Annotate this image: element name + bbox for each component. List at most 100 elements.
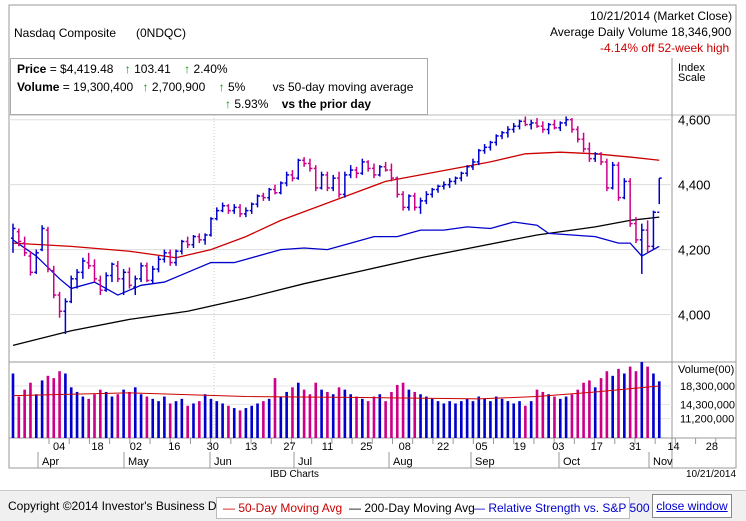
legend-ma200: — 200-Day Moving Avg: [349, 501, 475, 515]
volume-scale-label: Volume(00): [678, 364, 735, 376]
price-pct: 2.40%: [193, 62, 228, 76]
up-arrow-icon: ↑: [142, 80, 149, 94]
month-label: Jul: [298, 456, 312, 468]
ibd-credit: IBD Charts: [270, 469, 319, 480]
volume-bar: [209, 398, 213, 438]
volume-bar: [605, 371, 609, 438]
volume-tick-label: 14,300,000: [680, 399, 735, 411]
volume-bar: [331, 394, 335, 438]
volume-bar: [157, 401, 160, 438]
volume-bar: [599, 378, 603, 438]
price-change: 103.41: [134, 62, 171, 76]
volume-bar: [46, 375, 50, 438]
volume-bar: [390, 391, 393, 438]
up-arrow-icon: ↑: [184, 62, 191, 76]
date-tick-label: 11: [322, 441, 333, 453]
volume-bar: [192, 403, 195, 438]
volume-bar: [262, 401, 265, 438]
volume-bar: [128, 391, 131, 438]
volume-bar: [163, 396, 166, 438]
volume-bar: [343, 389, 347, 438]
volume-bar: [460, 401, 463, 438]
volume-bar: [116, 394, 120, 438]
footer-date: 10/21/2014: [686, 469, 737, 480]
date-status: 10/21/2014 (Market Close): [590, 9, 733, 23]
date-tick-label: 19: [514, 441, 526, 453]
avg-volume: Average Daily Volume 18,346,900: [550, 25, 732, 39]
date-tick-label: 22: [437, 441, 449, 453]
volume-bar: [279, 396, 283, 438]
volume-bar: [535, 389, 539, 438]
volume-bar: [133, 387, 137, 438]
volume-bar: [541, 391, 545, 438]
date-tick-label: 14: [667, 441, 679, 453]
month-label: Oct: [563, 456, 580, 468]
volume-bar: [413, 391, 417, 438]
volume-bar: [640, 362, 644, 438]
volume-bar: [506, 401, 510, 438]
legend-ma50: — 50-Day Moving Avg: [223, 501, 343, 515]
volume-bar: [186, 405, 189, 438]
volume-bar: [407, 389, 411, 438]
up-arrow-icon: ↑: [225, 97, 231, 111]
volume-bar: [227, 405, 230, 438]
volume-bar: [425, 396, 428, 438]
ma200-line: [12, 216, 660, 347]
volume-bar: [430, 398, 434, 438]
off-high: -4.14% off 52-week high: [600, 41, 730, 55]
volume-bar: [378, 394, 382, 438]
volume-bar: [285, 391, 288, 438]
volume-bar: [477, 396, 481, 438]
relative-strength-line: [12, 221, 660, 296]
volume-bar: [174, 401, 178, 438]
scale-label: Scale: [678, 72, 706, 84]
price-value: = $4,419.48: [49, 62, 114, 76]
date-tick-label: 02: [130, 441, 142, 453]
volume-bar: [145, 396, 149, 438]
index-symbol: (0NDQC): [136, 26, 186, 40]
volume-bar: [617, 368, 620, 438]
close-window-button[interactable]: close window: [652, 494, 732, 518]
volume-bar: [320, 389, 323, 438]
price-tick-label: 4,000: [678, 308, 711, 323]
volume-bar: [326, 391, 329, 438]
volume-pct: 5%: [227, 80, 246, 94]
date-tick-label: 28: [706, 441, 718, 453]
volume-bar: [355, 396, 358, 438]
volume-bar: [454, 403, 457, 438]
volume-bar: [518, 401, 521, 438]
volume-bar: [448, 401, 451, 438]
volume-bar: [180, 398, 184, 438]
volume-bar: [483, 398, 486, 438]
prior-pct: 5.93%: [234, 97, 269, 111]
copyright: Copyright ©2014 Investor's Business Dail…: [8, 499, 235, 513]
volume-bar: [198, 401, 201, 438]
volume-bar: [139, 394, 143, 438]
volume-bar: [314, 382, 318, 438]
volume-bar: [58, 371, 61, 438]
volume-bar: [215, 401, 219, 438]
volume-change: 2,700,900: [151, 80, 206, 94]
date-tick-label: 30: [207, 441, 219, 453]
volume-bar: [34, 394, 38, 438]
volume-bar: [384, 401, 387, 438]
volume-bar: [52, 378, 56, 438]
date-tick-label: 03: [552, 441, 564, 453]
volume-bar: [652, 373, 655, 438]
volume-value: = 19,300,400: [62, 80, 134, 94]
volume-bar: [570, 394, 574, 438]
index-scale-label: Index: [678, 62, 705, 74]
volume-tick-label: 18,300,000: [680, 381, 735, 393]
volume-bar: [564, 396, 568, 438]
volume-bar: [104, 391, 108, 438]
volume-bar: [29, 382, 32, 438]
volume-ma50-line: [12, 385, 660, 400]
volume-bar: [250, 405, 254, 438]
volume-bar: [23, 389, 26, 438]
volume-bar: [291, 387, 294, 438]
volume-bar: [221, 403, 224, 438]
volume-bar: [442, 403, 446, 438]
volume-bar: [296, 382, 300, 438]
volume-bar: [168, 403, 172, 438]
index-name: Nasdaq Composite: [14, 26, 117, 40]
